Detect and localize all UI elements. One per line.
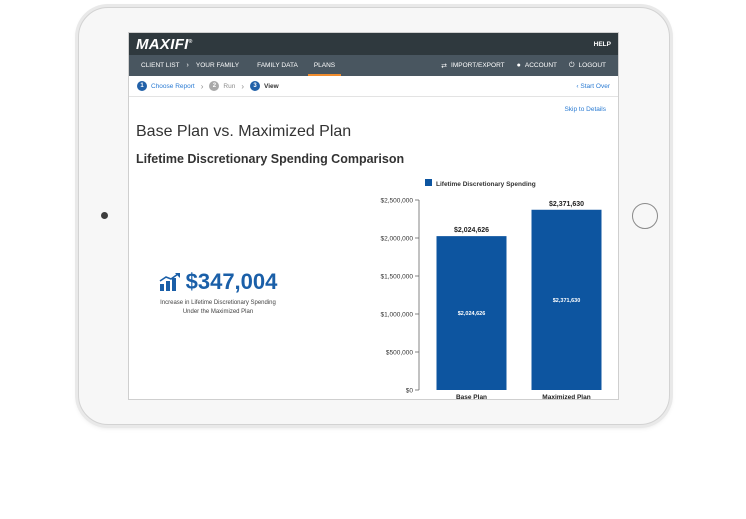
nav-logout[interactable]: ⏻ LOGOUT xyxy=(563,55,612,76)
y-tick-label: $2,000,000 xyxy=(380,235,413,242)
step-choose-report[interactable]: Choose Report xyxy=(151,82,195,90)
x-category-label: Base Plan xyxy=(456,394,487,400)
legend-label: Lifetime Discretionary Spending xyxy=(436,181,536,188)
nav-left: CLIENT LIST › YOUR FAMILY FAMILY DATA PL… xyxy=(135,55,342,76)
y-tick-label: $0 xyxy=(406,387,414,394)
nav-your-family[interactable]: YOUR FAMILY xyxy=(195,62,240,69)
spending-bar-chart: Lifetime Discretionary Spending $0 $500,00… xyxy=(380,179,602,400)
nav-import-export[interactable]: ⇄ IMPORT/EXPORT xyxy=(435,55,510,76)
bar-inner-label: $2,024,626 xyxy=(458,311,486,317)
step-view: View xyxy=(264,82,279,90)
nav-import-export-label: IMPORT/EXPORT xyxy=(451,62,505,69)
start-over-link[interactable]: ‹ Start Over xyxy=(576,82,610,90)
stat-caption-line1: Increase in Lifetime Discretionary Spend… xyxy=(160,300,276,306)
stat-row: $347,004 xyxy=(143,269,293,295)
main-nav: CLIENT LIST › YOUR FAMILY FAMILY DATA PL… xyxy=(129,55,618,76)
nav-account[interactable]: ● ACCOUNT xyxy=(511,55,563,76)
nav-logout-label: LOGOUT xyxy=(578,62,606,69)
bar-top-label: $2,024,626 xyxy=(454,227,489,234)
x-category-label: Maximized Plan xyxy=(542,394,590,400)
app-screen: MAXIFI® HELP CLIENT LIST › YOUR FAMILY F… xyxy=(128,32,619,400)
step-3-badge: 3 xyxy=(250,81,261,91)
camera-icon xyxy=(101,212,108,219)
step-run: Run xyxy=(223,82,236,90)
help-link[interactable]: HELP xyxy=(593,40,611,48)
step-1-badge: 1 xyxy=(137,81,147,91)
home-button[interactable] xyxy=(632,203,658,229)
page-title: Base Plan vs. Maximized Plan xyxy=(136,123,352,140)
stat-value: $347,004 xyxy=(185,269,278,294)
nav-client-list[interactable]: CLIENT LIST xyxy=(141,62,180,69)
page-subtitle: Lifetime Discretionary Spending Comparis… xyxy=(136,152,405,166)
nav-account-label: ACCOUNT xyxy=(524,62,557,69)
nav-plans[interactable]: PLANS xyxy=(307,55,342,76)
y-tick-label: $2,500,000 xyxy=(380,197,413,204)
y-tick-label: $1,500,000 xyxy=(380,273,413,280)
steps: 1 Choose Report › 2 Run › 3 View xyxy=(137,81,285,91)
app-logo[interactable]: MAXIFI® xyxy=(136,36,193,53)
y-tick-label: $500,000 xyxy=(386,349,413,356)
import-export-icon: ⇄ xyxy=(441,62,448,70)
bar-maximized-plan xyxy=(531,209,602,390)
spending-increase-stat: $347,004 Increase in Lifetime Discretion… xyxy=(143,269,293,317)
chevron-right-icon: › xyxy=(200,81,204,91)
bar-chart-trend-icon xyxy=(159,273,180,291)
logout-icon: ⏻ xyxy=(569,61,575,69)
logo-mark: ® xyxy=(188,38,193,45)
nav-breadcrumb-separator: › xyxy=(186,62,189,69)
step-bar: 1 Choose Report › 2 Run › 3 View ‹ Start… xyxy=(129,76,618,97)
skip-to-details-link[interactable]: Skip to Details xyxy=(564,106,606,113)
bar-base-plan xyxy=(436,236,507,390)
stat-caption-line2: Under the Maximized Plan xyxy=(182,309,254,315)
y-tick-label: $1,000,000 xyxy=(380,311,413,318)
top-bar: MAXIFI® HELP xyxy=(129,33,618,55)
nav-family-data[interactable]: FAMILY DATA xyxy=(257,62,298,69)
account-icon: ● xyxy=(516,62,521,69)
nav-right: ⇄ IMPORT/EXPORT ● ACCOUNT ⏻ LOGOUT xyxy=(435,55,612,76)
logo-text: MAXIFI xyxy=(136,35,189,53)
legend-swatch xyxy=(425,179,432,186)
step-2-badge: 2 xyxy=(209,81,220,91)
bar-inner-label: $2,371,630 xyxy=(553,298,581,304)
chevron-right-icon: › xyxy=(241,81,245,91)
bar-top-label: $2,371,630 xyxy=(549,201,584,208)
